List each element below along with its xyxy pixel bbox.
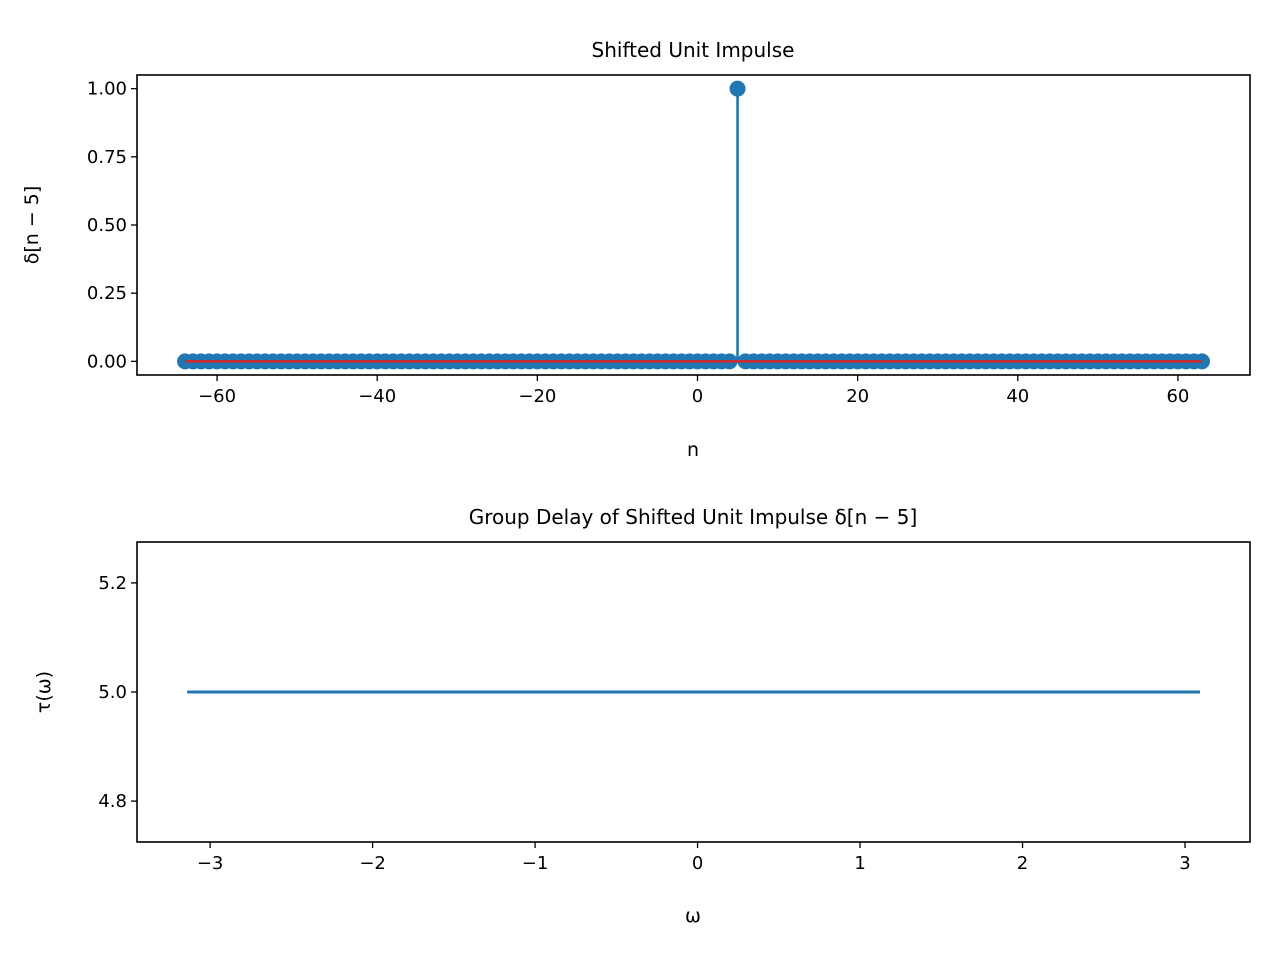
group-delay-ticks: −3 −2 −1 0 1 2 3 4.8 5.0 5.2 [98, 573, 1190, 874]
group-delay-frame [136, 541, 1251, 843]
group-delay-ylabel: τ(ω) [33, 671, 55, 713]
group-delay-ytick-label: 5.0 [98, 682, 127, 703]
stem-plot-ytick-label: 1.00 [87, 79, 127, 100]
stem-plot-xlabel: n [687, 439, 699, 461]
stem-plot-ytick-label: 0.25 [87, 283, 127, 304]
stem-plot-marks [177, 80, 1210, 370]
group-delay-xtick-label: 2 [1017, 853, 1028, 874]
group-delay-xtick-label: −1 [522, 853, 549, 874]
stem-plot-xtick-label: 0 [692, 386, 703, 407]
group-delay-xtick-label: 0 [692, 853, 703, 874]
group-delay-xlabel: ω [685, 905, 701, 927]
stem-plot-xtick-label: 40 [1006, 386, 1029, 407]
stem-plot-frame [136, 74, 1251, 376]
stem-plot-ylabel: δ[n − 5] [21, 186, 43, 265]
stem-plot-xtick-label: −20 [518, 386, 556, 407]
stem-plot-xtick-label: −60 [198, 386, 236, 407]
stem-plot-ticks: −60 −40 −20 0 20 40 60 0.00 0.25 0.50 0.75 1.00 [87, 79, 1189, 407]
stem-plot-xtick-label: 20 [846, 386, 869, 407]
stem-plot-ytick-label: 0.50 [87, 215, 127, 236]
stem-marker [729, 80, 746, 97]
stem-plot-ytick-label: 0.75 [87, 147, 127, 168]
stem-plot-axes: Shifted Unit Impulse −60 −40 −20 0 20 40 60 0.0… [21, 38, 1251, 461]
group-delay-xtick-label: 3 [1179, 853, 1190, 874]
stem-plot-ytick-label: 0.00 [87, 351, 127, 372]
group-delay-xtick-label: 1 [854, 853, 865, 874]
group-delay-title: Group Delay of Shifted Unit Impulse δ[n … [469, 505, 918, 529]
group-delay-axes: Group Delay of Shifted Unit Impulse δ[n … [33, 505, 1251, 927]
stem-plot-title: Shifted Unit Impulse [592, 38, 795, 62]
stem-plot-xtick-label: 60 [1166, 386, 1189, 407]
stem-plot-xtick-label: −40 [358, 386, 396, 407]
group-delay-ytick-label: 4.8 [98, 791, 127, 812]
group-delay-xtick-label: −2 [359, 853, 386, 874]
group-delay-xtick-label: −3 [197, 853, 224, 874]
group-delay-ytick-label: 5.2 [98, 573, 127, 594]
